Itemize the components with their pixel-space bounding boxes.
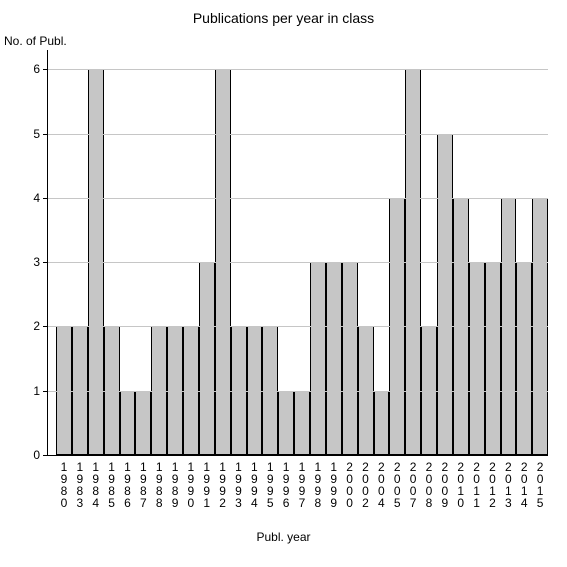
bar	[374, 391, 390, 455]
bar	[199, 262, 215, 455]
y-tick-label: 0	[33, 448, 48, 462]
y-tick-label: 5	[33, 127, 48, 141]
y-tick-label: 3	[33, 255, 48, 269]
bar	[310, 262, 326, 455]
bar	[469, 262, 485, 455]
bar	[294, 391, 310, 455]
x-tick-label: 2​0​0​9	[439, 455, 451, 509]
y-axis-label: No. of Publ.	[4, 34, 67, 48]
gridline	[48, 262, 548, 263]
x-tick-label: 1​9​9​8	[312, 455, 324, 509]
x-tick-label: 2​0​0​8	[423, 455, 435, 509]
x-tick-label: 2​0​1​2	[486, 455, 498, 509]
x-tick-label: 2​0​0​7	[407, 455, 419, 509]
x-tick-label: 1​9​9​7	[296, 455, 308, 509]
x-tick-label: 1​9​9​2	[217, 455, 229, 509]
bar	[120, 391, 136, 455]
x-tick-label: 2​0​0​4	[375, 455, 387, 509]
bar	[326, 262, 342, 455]
x-tick-label: 1​9​9​6	[280, 455, 292, 509]
x-tick-label: 1​9​9​5	[264, 455, 276, 509]
x-tick-label: 1​9​8​7	[137, 455, 149, 509]
bar	[485, 262, 501, 455]
gridline	[48, 134, 548, 135]
x-tick-label: 1​9​8​5	[106, 455, 118, 509]
gridline	[48, 198, 548, 199]
y-tick-label: 1	[33, 384, 48, 398]
chart-container: Publications per year in class No. of Pu…	[0, 0, 567, 567]
x-tick-label: 1​9​9​9	[328, 455, 340, 509]
y-tick-label: 6	[33, 62, 48, 76]
bar	[516, 262, 532, 455]
bar	[135, 391, 151, 455]
x-tick-label: 1​9​8​3	[74, 455, 86, 509]
gridline	[48, 69, 548, 70]
x-tick-label: 2​0​0​5	[391, 455, 403, 509]
x-tick-label: 1​9​8​9	[169, 455, 181, 509]
x-tick-label: 2​0​1​3	[502, 455, 514, 509]
x-tick-label: 1​9​8​6	[121, 455, 133, 509]
bar	[342, 262, 358, 455]
bar	[278, 391, 294, 455]
x-tick-label: 2​0​0​0	[344, 455, 356, 509]
x-tick-label: 1​9​9​4	[248, 455, 260, 509]
x-tick-label: 1​9​9​0	[185, 455, 197, 509]
gridline	[48, 391, 548, 392]
x-tick-label: 1​9​8​0	[58, 455, 70, 509]
plot-area: 01234561​9​8​01​9​8​31​9​8​41​9​8​51​9​8…	[47, 50, 548, 456]
gridline	[48, 326, 548, 327]
y-tick-label: 2	[33, 319, 48, 333]
x-tick-label: 1​9​8​8	[153, 455, 165, 509]
x-tick-label: 1​9​8​4	[90, 455, 102, 509]
x-tick-label: 1​9​9​3	[233, 455, 245, 509]
x-axis-label: Publ. year	[0, 530, 567, 544]
x-tick-label: 2​0​1​4	[518, 455, 530, 509]
bars-row	[48, 50, 548, 455]
x-tick-label: 2​0​1​0	[455, 455, 467, 509]
x-tick-label: 2​0​1​1	[471, 455, 483, 509]
x-tick-label: 2​0​1​5	[534, 455, 546, 509]
x-tick-label: 2​0​0​2	[359, 455, 371, 509]
bar	[437, 134, 453, 455]
chart-title: Publications per year in class	[0, 10, 567, 26]
y-tick-label: 4	[33, 191, 48, 205]
x-tick-label: 1​9​9​1	[201, 455, 213, 509]
